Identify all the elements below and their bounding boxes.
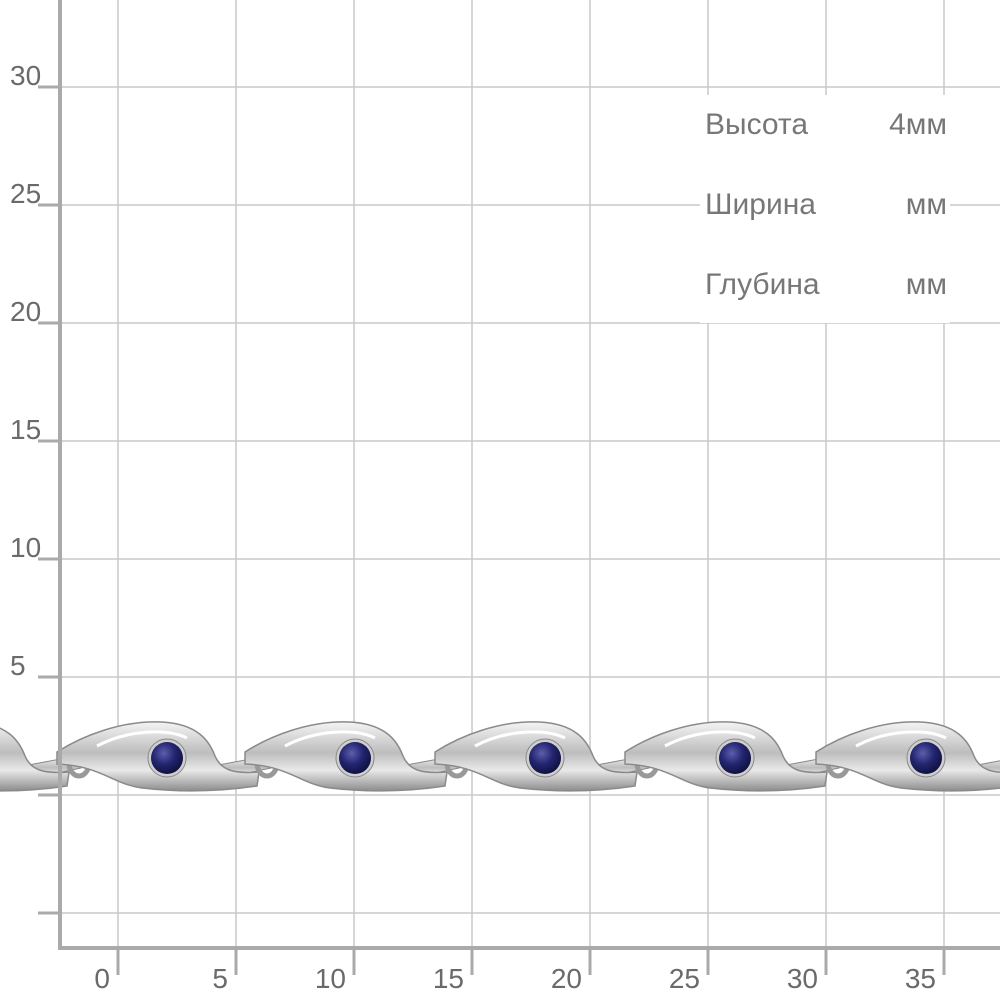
dimension-value: 4мм bbox=[889, 108, 947, 141]
y-tick-label: 20 bbox=[10, 296, 41, 327]
x-tick-label: 30 bbox=[787, 963, 818, 994]
bracelet-link bbox=[816, 722, 1000, 791]
y-tick-label: 30 bbox=[10, 60, 41, 91]
x-tick-label: 25 bbox=[669, 963, 700, 994]
dimension-label: Высота bbox=[705, 108, 808, 141]
x-tick-label: 10 bbox=[315, 963, 346, 994]
x-tick-label: 5 bbox=[212, 963, 228, 994]
dimension-value: мм bbox=[906, 188, 947, 221]
bracelet-link bbox=[435, 722, 649, 791]
dimension-label: Ширина bbox=[705, 188, 816, 221]
dimensions-box bbox=[700, 95, 950, 323]
x-tick-label: 0 bbox=[94, 963, 110, 994]
y-tick-label: 5 bbox=[10, 650, 26, 681]
bracelet-link bbox=[57, 722, 271, 791]
y-tick-label: 25 bbox=[10, 178, 41, 209]
x-tick-label: 15 bbox=[433, 963, 464, 994]
x-tick-label: 20 bbox=[551, 963, 582, 994]
bracelet-link bbox=[625, 722, 839, 791]
dimension-label: Глубина bbox=[705, 268, 820, 301]
dimension-value: мм bbox=[906, 268, 947, 301]
bracelet bbox=[0, 722, 1000, 791]
y-tick-label: 10 bbox=[10, 532, 41, 563]
x-tick-label: 35 bbox=[905, 963, 936, 994]
bracelet-link bbox=[245, 722, 459, 791]
y-tick-label: 15 bbox=[10, 414, 41, 445]
